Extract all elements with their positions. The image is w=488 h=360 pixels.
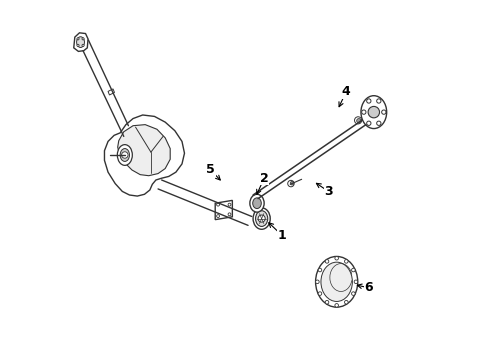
Polygon shape bbox=[108, 89, 114, 95]
Ellipse shape bbox=[117, 145, 132, 165]
Circle shape bbox=[318, 292, 321, 296]
Circle shape bbox=[351, 268, 354, 272]
Text: 4: 4 bbox=[341, 85, 350, 98]
Polygon shape bbox=[104, 115, 184, 196]
Circle shape bbox=[344, 301, 347, 304]
Circle shape bbox=[325, 301, 328, 304]
Circle shape bbox=[290, 181, 293, 185]
Ellipse shape bbox=[315, 256, 357, 307]
Ellipse shape bbox=[252, 198, 261, 208]
Polygon shape bbox=[215, 201, 232, 220]
Text: 3: 3 bbox=[324, 185, 332, 198]
Circle shape bbox=[366, 99, 370, 103]
Text: 6: 6 bbox=[364, 282, 372, 294]
Circle shape bbox=[366, 121, 370, 125]
Circle shape bbox=[353, 280, 357, 284]
Circle shape bbox=[367, 107, 379, 118]
Circle shape bbox=[376, 121, 380, 125]
Circle shape bbox=[325, 260, 328, 263]
Circle shape bbox=[258, 215, 264, 222]
Circle shape bbox=[361, 110, 365, 114]
Circle shape bbox=[354, 117, 361, 124]
Circle shape bbox=[351, 292, 354, 296]
Circle shape bbox=[381, 110, 385, 114]
Ellipse shape bbox=[120, 149, 129, 161]
Circle shape bbox=[344, 260, 347, 263]
Circle shape bbox=[216, 215, 219, 217]
Text: 2: 2 bbox=[259, 172, 268, 185]
Circle shape bbox=[227, 213, 230, 216]
Circle shape bbox=[77, 38, 79, 40]
Polygon shape bbox=[118, 125, 170, 176]
Ellipse shape bbox=[255, 211, 267, 226]
Ellipse shape bbox=[77, 37, 84, 48]
Text: 5: 5 bbox=[206, 163, 215, 176]
Polygon shape bbox=[74, 33, 88, 51]
Circle shape bbox=[82, 44, 84, 46]
Circle shape bbox=[334, 303, 338, 307]
Ellipse shape bbox=[253, 208, 270, 229]
Circle shape bbox=[77, 44, 79, 46]
Ellipse shape bbox=[249, 194, 264, 212]
Circle shape bbox=[287, 180, 294, 187]
Circle shape bbox=[216, 203, 219, 206]
Circle shape bbox=[318, 268, 321, 272]
Circle shape bbox=[376, 99, 380, 103]
Ellipse shape bbox=[360, 96, 386, 129]
Text: 1: 1 bbox=[277, 229, 286, 242]
Ellipse shape bbox=[320, 262, 352, 301]
Circle shape bbox=[356, 118, 360, 123]
Circle shape bbox=[82, 38, 84, 40]
Circle shape bbox=[122, 152, 128, 158]
Circle shape bbox=[334, 256, 338, 260]
Circle shape bbox=[315, 280, 319, 284]
Circle shape bbox=[227, 203, 230, 206]
